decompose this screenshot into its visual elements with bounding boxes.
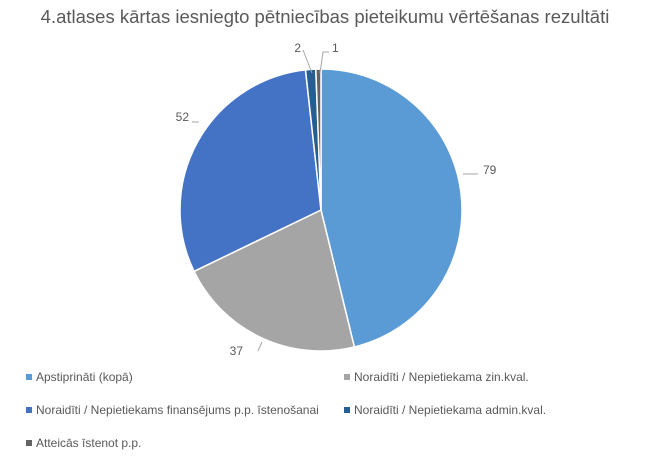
pie-slice xyxy=(193,208,356,352)
data-label: 52 xyxy=(176,110,190,124)
leader-line xyxy=(257,341,263,352)
legend-label: Noraidīti / Nepietiekama zin.kval. xyxy=(354,370,529,384)
legend-swatch xyxy=(26,440,32,446)
data-label: 37 xyxy=(230,344,244,358)
legend-item: Apstiprināti (kopā) xyxy=(26,370,133,384)
legend-swatch xyxy=(26,407,32,413)
legend-label: Apstiprināti (kopā) xyxy=(36,370,133,384)
leader-line xyxy=(319,51,329,74)
legend-label: Noraidīti / Nepietiekams finansējums p.p… xyxy=(36,403,319,417)
data-label: 2 xyxy=(294,41,301,55)
legend-label: Atteicās īstenot p.p. xyxy=(36,436,142,450)
data-label: 1 xyxy=(332,41,339,55)
legend-item: Noraidīti / Nepietiekams finansējums p.p… xyxy=(26,403,319,417)
legend-item: Atteicās īstenot p.p. xyxy=(26,436,141,450)
legend-swatch xyxy=(26,374,32,380)
legend-swatch xyxy=(344,407,350,413)
leader-line xyxy=(302,49,313,74)
legend-swatch xyxy=(344,374,350,380)
chart-title: 4.atlases kārtas iesniegto pētniecības p… xyxy=(40,6,610,27)
data-label: 79 xyxy=(483,163,497,177)
legend-item: Noraidīti / Nepietiekama admin.kval. xyxy=(344,403,546,417)
pie-slice xyxy=(320,68,463,348)
pie-slice xyxy=(179,69,322,273)
legend-label: Noraidīti / Nepietiekama admin.kval. xyxy=(354,403,547,417)
legend-item: Noraidīti / Nepietiekama zin.kval. xyxy=(344,370,529,384)
